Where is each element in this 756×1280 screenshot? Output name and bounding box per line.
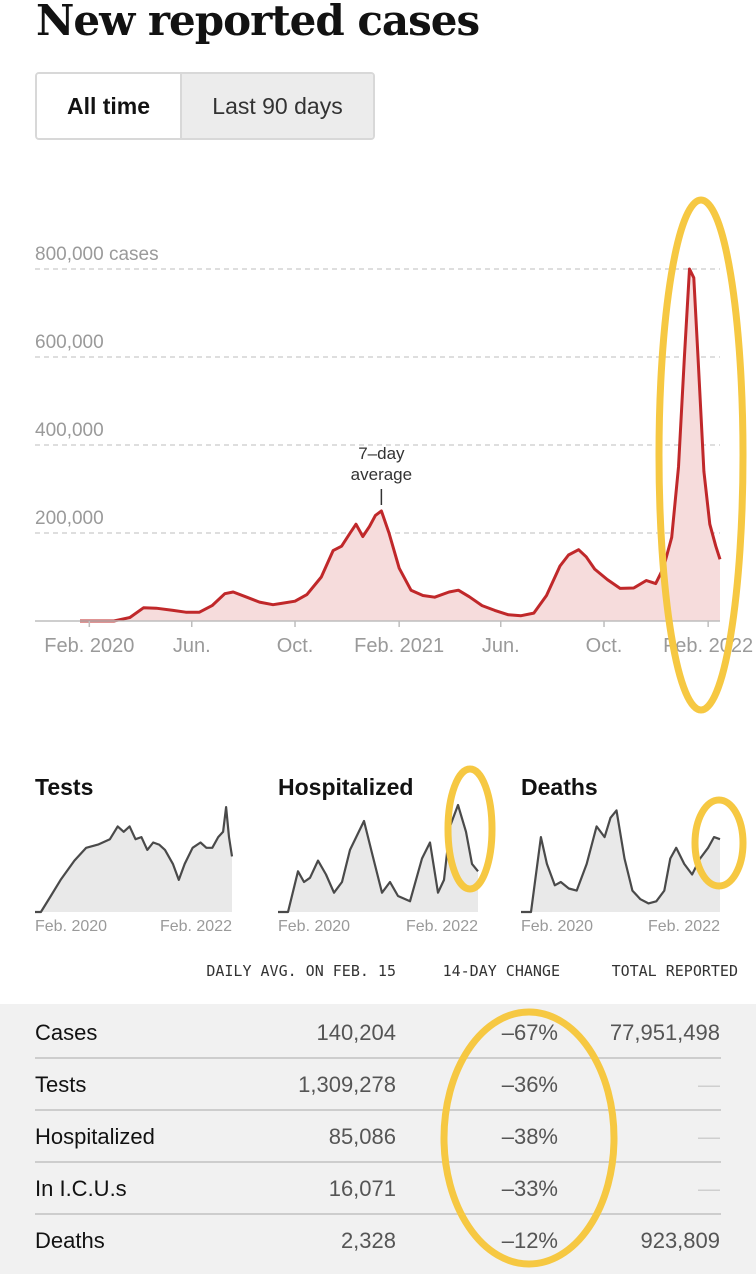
header-total-reported: TOTAL REPORTED — [611, 962, 738, 980]
row-14-day-change: –12% — [501, 1228, 558, 1253]
last-90-days-button[interactable]: Last 90 days — [182, 74, 373, 138]
time-range-toggle: All time Last 90 days — [35, 72, 375, 140]
row-14-day-change: –33% — [501, 1176, 558, 1201]
small-chart-title: Tests — [35, 774, 93, 800]
cases-area — [80, 269, 720, 621]
header-daily-avg: DAILY AVG. ON FEB. 15 — [206, 962, 396, 980]
small-x-tick-label: Feb. 2020 — [35, 918, 107, 935]
table-row: Deaths 2,328 –12% 923,809 — [0, 1214, 756, 1266]
highlight-circle — [440, 1008, 618, 1268]
x-tick-label: Jun. — [173, 635, 211, 657]
row-daily-avg: 140,204 — [316, 1020, 396, 1045]
table-row: In I.C.U.s 16,071 –33% — — [0, 1162, 756, 1214]
row-label: Tests — [35, 1072, 87, 1097]
row-label: Deaths — [35, 1228, 105, 1253]
row-divider — [35, 1109, 721, 1111]
row-daily-avg: 1,309,278 — [298, 1072, 396, 1097]
y-tick-label: 400,000 — [35, 420, 104, 441]
small-chart-area — [278, 805, 478, 912]
x-tick-label: Feb. 2021 — [354, 635, 444, 657]
small-x-tick-label: Feb. 2022 — [160, 918, 232, 935]
small-chart-line — [521, 809, 721, 914]
row-label: Hospitalized — [35, 1124, 155, 1149]
all-time-button[interactable]: All time — [37, 74, 182, 138]
x-tick-label: Oct. — [277, 635, 314, 657]
table-row: Cases 140,204 –67% 77,951,498 — [0, 1006, 756, 1058]
small-chart-title: Hospitalized — [278, 774, 413, 800]
row-daily-avg: 85,086 — [328, 1124, 396, 1149]
row-daily-avg: 16,071 — [328, 1176, 396, 1201]
x-tick-label: Feb. 2020 — [44, 635, 134, 657]
row-divider — [35, 1213, 721, 1215]
small-x-tick-label: Feb. 2020 — [521, 918, 593, 935]
row-label: In I.C.U.s — [35, 1176, 127, 1201]
small-chart-line — [35, 806, 234, 914]
row-14-day-change: –67% — [501, 1020, 558, 1045]
row-14-day-change: –38% — [501, 1124, 558, 1149]
annotation-text: average — [351, 465, 412, 484]
highlight-circle — [444, 765, 496, 893]
row-total: — — [698, 1176, 720, 1201]
highlight-circle — [691, 796, 747, 890]
row-daily-avg: 2,328 — [340, 1228, 396, 1253]
x-tick-label: Jun. — [482, 635, 520, 657]
table-row: Tests 1,309,278 –36% — — [0, 1058, 756, 1110]
stats-table-background — [0, 1004, 756, 1274]
y-tick-label: 600,000 — [35, 332, 104, 353]
page-title: New reported cases — [36, 0, 480, 45]
row-label: Cases — [35, 1020, 98, 1045]
row-divider — [35, 1161, 721, 1163]
table-row: Hospitalized 85,086 –38% — — [0, 1110, 756, 1162]
small-chart-area — [521, 810, 720, 912]
row-total: 923,809 — [640, 1228, 720, 1253]
annotation-text: 7–day — [358, 444, 405, 463]
small-chart-title: Deaths — [521, 774, 598, 800]
row-total: — — [698, 1124, 720, 1149]
y-tick-label: 200,000 — [35, 508, 104, 529]
small-chart-area — [35, 807, 232, 912]
row-total: 77,951,498 — [609, 1020, 720, 1045]
row-14-day-change: –36% — [501, 1072, 558, 1097]
small-x-tick-label: Feb. 2022 — [648, 918, 720, 935]
row-divider — [35, 1057, 721, 1059]
small-x-tick-label: Feb. 2022 — [406, 918, 478, 935]
y-tick-label: 800,000 cases — [35, 244, 159, 265]
row-total: — — [698, 1072, 720, 1097]
header-14-day-change: 14-DAY CHANGE — [442, 962, 560, 980]
highlight-circle — [655, 196, 747, 714]
x-tick-label: Oct. — [586, 635, 623, 657]
small-x-tick-label: Feb. 2020 — [278, 918, 350, 935]
